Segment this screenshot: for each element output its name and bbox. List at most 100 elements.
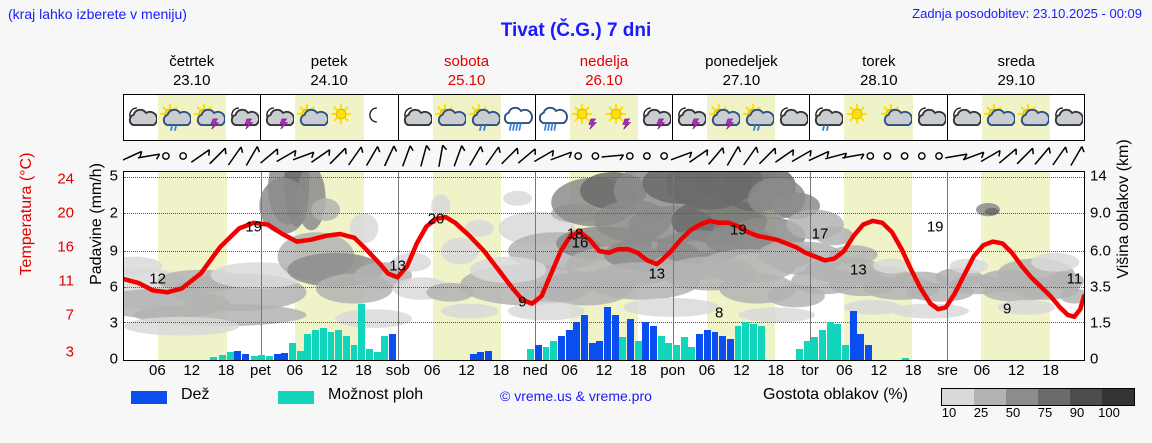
precipitation-bar [312, 329, 320, 360]
precipitation-bars [124, 172, 1084, 360]
wind-barb-strip [121, 141, 1085, 171]
precipitation-bar [250, 356, 258, 360]
precipitation-bar [273, 354, 281, 360]
x-axis-label: 12 [183, 362, 201, 379]
precipitation-tick: 5 [109, 167, 118, 185]
day-name: petek [310, 53, 348, 70]
day-name: nedelja [579, 53, 629, 70]
weather-icon-slot [124, 95, 159, 140]
x-axis-label: 18 [217, 362, 235, 379]
icon-day-2 [398, 95, 536, 140]
temperature-tick: 20 [57, 204, 74, 222]
day-date: 29.10 [997, 72, 1036, 89]
x-axis-label: 18 [904, 362, 922, 379]
precipitation-bar [901, 358, 909, 360]
cloud-density-scale-labels: 10 25 50 75 90 100 [935, 405, 1152, 421]
temperature-curve [124, 172, 1084, 360]
precipitation-bar [596, 341, 604, 360]
weather-icon-strip [123, 94, 1085, 141]
legend-swatch-showers [278, 391, 314, 404]
sun-cloud-drizzle-icon [468, 103, 500, 131]
icon-day-1 [261, 95, 399, 140]
weather-icon-slot [912, 95, 947, 140]
precipitation-bar [680, 337, 688, 360]
precipitation-tick: 3 [109, 314, 118, 332]
temperature-tick: 3 [65, 343, 74, 360]
precipitation-tick: 2 [109, 204, 118, 222]
precipitation-bar [226, 352, 234, 360]
precipitation-axis-ticks: 5 2 9 6 3 0 [96, 167, 118, 367]
x-axis-label: tor [801, 362, 819, 379]
temperature-label: 12 [149, 270, 166, 288]
cloud-scale-label: 25 [973, 405, 989, 420]
moon-cloud-icon [128, 106, 158, 126]
precipitation-bar [289, 343, 297, 360]
day-name: sobota [444, 53, 490, 70]
day-divider [398, 172, 400, 360]
day-divider [261, 172, 263, 360]
sun-cloud-icon [434, 103, 466, 126]
precipitation-bar [749, 324, 757, 360]
weather-icon-slot [500, 95, 535, 140]
moon-cloud-icon [917, 106, 946, 126]
temperature-label: 16 [571, 234, 589, 252]
x-axis-label: 18 [767, 362, 785, 379]
x-axis-label: sre [937, 362, 958, 379]
temperature-label: 17 [811, 225, 829, 243]
location-menu-note[interactable]: (kraj lahko izberete v meniju) [8, 6, 187, 22]
precipitation-bar [811, 337, 819, 360]
weather-icon-slot [192, 95, 227, 140]
x-axis-label: 06 [149, 362, 166, 379]
precipitation-bar [580, 314, 588, 360]
day-date: 24.10 [310, 72, 348, 89]
day-date: 25.10 [447, 72, 486, 89]
copyright-link[interactable]: © vreme.us & vreme.pro [500, 388, 652, 404]
x-axis-label: ned [522, 362, 548, 379]
weather-icon-slot [1015, 95, 1050, 140]
precipitation-bar [604, 307, 611, 360]
precipitation-bar [534, 344, 542, 360]
precipitation-bar [281, 353, 289, 360]
moon-cloud-drizzle-icon [815, 106, 844, 131]
precipitation-bar [703, 329, 711, 360]
x-axis-label: 12 [458, 362, 475, 379]
cloud-height-tick: 14 [1090, 167, 1107, 185]
precipitation-bar [388, 333, 396, 360]
weather-icon-slot [638, 95, 673, 140]
cloud-height-axis-ticks: 14 9.0 6.0 3.5 1.5 0 [1090, 167, 1120, 367]
precipitation-bar [342, 335, 350, 360]
temperature-value-labels: 12 19 13 20 9 18 13 19 13 19 9 16 8 17 11 [124, 172, 1084, 360]
weather-icon-slot [295, 95, 330, 140]
precipitation-bar [266, 356, 273, 360]
day-divider [809, 172, 811, 360]
day-date: 28.10 [860, 72, 898, 89]
precipitation-bar [619, 337, 627, 360]
temperature-tick: 7 [65, 306, 74, 324]
precipitation-bar [711, 331, 719, 360]
day-divider [672, 172, 674, 360]
moon-cloud-icon [1054, 106, 1083, 126]
moon-cloud-thunder-icon [231, 106, 260, 129]
icon-day-5 [810, 95, 948, 140]
legend-label-rain: Dež [181, 386, 210, 403]
precipitation-bar [484, 350, 492, 360]
x-axis-label: 18 [355, 362, 372, 379]
precipitation-bar [665, 343, 673, 360]
x-axis-labels: 06 12 18 pet 06 12 18 sob 06 12 18 ned 06 12 18 pon 06 12… [123, 362, 1085, 382]
weather-icon-slot [466, 95, 501, 140]
sun-cloud-icon [880, 103, 912, 126]
x-axis-label: 12 [870, 362, 888, 379]
moon-cloud-thunder-icon [643, 106, 672, 129]
weather-icon-slot [878, 95, 913, 140]
temperature-label: 18 [566, 225, 584, 243]
precipitation-bar [477, 352, 485, 360]
day-header-4: ponedeljek 27.10 [673, 52, 810, 92]
cloud-density-legend-title: Gostota oblakov (%) [763, 386, 908, 403]
weather-icon-slot [226, 95, 261, 140]
temperature-tick: 24 [57, 170, 74, 188]
cloud-height-axis-title: Višina oblakov (km) [1115, 139, 1132, 279]
cloud-scale-cell [1006, 389, 1038, 405]
day-header-1: petek 24.10 [260, 52, 397, 92]
precipitation-bar [365, 348, 373, 360]
temperature-label: 13 [648, 265, 666, 283]
